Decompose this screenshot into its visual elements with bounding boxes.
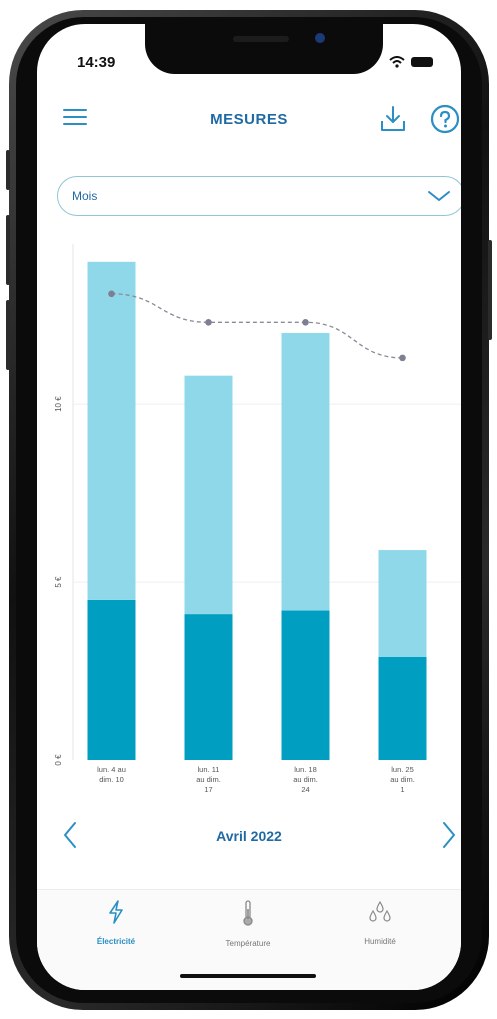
side-button xyxy=(6,300,10,370)
x-tick-label: lun. 25 xyxy=(391,765,414,774)
x-tick-label: au dim. xyxy=(390,775,415,784)
camera xyxy=(315,33,325,43)
y-tick-label: 5 € xyxy=(54,576,63,588)
x-tick-label: 24 xyxy=(301,785,309,794)
side-button xyxy=(488,240,492,340)
bar-base xyxy=(184,614,233,760)
bar-top xyxy=(281,332,330,611)
x-tick-label: au dim. xyxy=(293,775,318,784)
help-icon[interactable] xyxy=(430,104,460,134)
download-icon[interactable] xyxy=(377,103,409,135)
side-button xyxy=(6,150,10,190)
trend-line xyxy=(111,293,403,359)
menu-icon[interactable] xyxy=(63,109,87,127)
x-tick-label: lun. 11 xyxy=(198,765,220,774)
bar-base xyxy=(281,610,330,760)
x-tick-label: 17 xyxy=(204,785,212,794)
speaker xyxy=(233,36,289,42)
status-icons xyxy=(389,56,433,68)
side-button xyxy=(6,215,10,285)
lightning-icon xyxy=(109,900,123,924)
trend-point xyxy=(399,354,406,362)
home-indicator xyxy=(180,974,316,978)
period-select[interactable]: Mois xyxy=(57,176,461,216)
bar-top xyxy=(87,261,136,600)
chevron-down-icon xyxy=(428,191,450,201)
chevron-right-icon[interactable] xyxy=(440,820,458,850)
tab-bar: Électricité Température Humidité xyxy=(37,889,461,990)
page-title: MESURES xyxy=(210,111,288,128)
thermometer-icon xyxy=(243,900,253,926)
droplets-icon xyxy=(369,900,391,922)
bar-top xyxy=(184,375,233,615)
chevron-left-icon[interactable] xyxy=(61,820,79,850)
x-tick-label: au dim. xyxy=(196,775,221,784)
x-tick-label: 1 xyxy=(400,785,404,794)
x-tick-label: lun. 18 xyxy=(294,765,317,774)
battery-icon xyxy=(411,57,433,67)
trend-point xyxy=(108,290,115,298)
y-tick-label: 10 € xyxy=(54,396,63,412)
notch xyxy=(145,24,383,74)
bar-base xyxy=(87,599,136,760)
month-label: Avril 2022 xyxy=(216,828,282,844)
bar-top xyxy=(378,550,427,657)
x-tick-label: lun. 4 au xyxy=(97,765,126,774)
tab-label: Humidité xyxy=(364,937,396,946)
tab-temperature[interactable]: Température xyxy=(193,900,303,948)
status-time: 14:39 xyxy=(77,54,116,71)
app-screen: 14:39 MESURES Mois 0 € 5 € 10 € lun. 4 au d… xyxy=(37,24,461,990)
bar-base xyxy=(378,656,427,760)
month-navigator: Avril 2022 xyxy=(37,820,461,856)
tab-label: Électricité xyxy=(96,937,136,946)
trend-point xyxy=(302,318,309,326)
y-tick-label: 0 € xyxy=(54,754,63,766)
period-select-value: Mois xyxy=(72,189,98,203)
wifi-icon xyxy=(389,56,405,68)
tab-humidite[interactable]: Humidité xyxy=(325,900,435,946)
trend-point xyxy=(205,318,212,326)
tab-label: Température xyxy=(225,939,271,948)
tab-electricite[interactable]: Électricité xyxy=(61,900,171,946)
x-tick-label: dim. 10 xyxy=(99,775,124,784)
